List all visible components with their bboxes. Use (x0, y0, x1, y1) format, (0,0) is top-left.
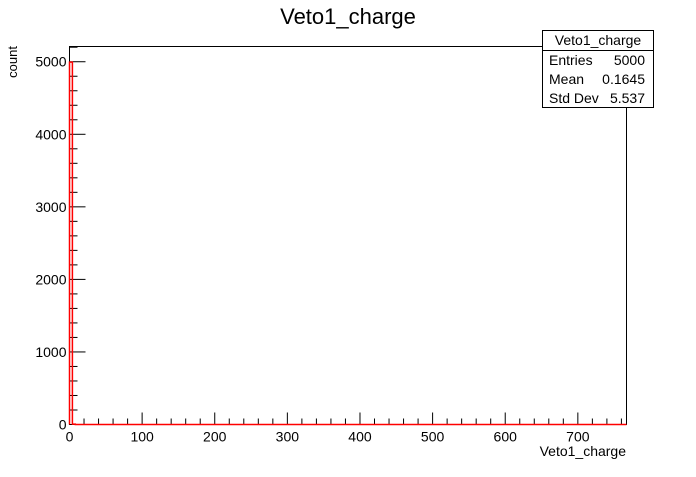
histogram-bars (70, 62, 627, 424)
y-tick-label: 2000 (35, 271, 66, 287)
y-tick-label: 5000 (35, 54, 66, 70)
stats-row-entries: Entries 5000 (543, 51, 653, 70)
x-tick-label: 500 (421, 429, 445, 445)
x-tick-label: 0 (66, 429, 74, 445)
x-tick-label: 200 (203, 429, 227, 445)
y-tick-label: 1000 (35, 344, 66, 360)
stats-label: Mean (549, 70, 584, 89)
stats-row-mean: Mean 0.1645 (543, 70, 653, 89)
x-tick-label: 700 (566, 429, 590, 445)
y-tick-label: 4000 (35, 126, 66, 142)
y-tick-label: 0 (59, 417, 67, 433)
x-tick-label: 100 (130, 429, 154, 445)
stats-value: 5.537 (610, 89, 645, 108)
stats-label: Std Dev (549, 89, 599, 108)
x-axis-ticks: 0 100 200 300 400 500 600 700 (66, 413, 622, 445)
stats-row-std-dev: Std Dev 5.537 (543, 89, 653, 108)
y-tick-label: 3000 (35, 199, 66, 215)
x-axis-label: Veto1_charge (540, 443, 627, 459)
x-tick-label: 300 (276, 429, 300, 445)
stats-value: 5000 (614, 51, 645, 70)
stats-label: Entries (549, 51, 593, 70)
stats-value: 0.1645 (602, 70, 645, 89)
chart-title: Veto1_charge (280, 4, 416, 29)
stats-box: Veto1_charge Entries 5000 Mean 0.1645 St… (542, 30, 654, 108)
y-axis-ticks: 0 1000 2000 3000 4000 5000 (35, 47, 85, 432)
x-tick-label: 400 (348, 429, 372, 445)
x-tick-label: 600 (494, 429, 518, 445)
stats-title: Veto1_charge (543, 31, 653, 51)
histogram-line (70, 62, 627, 424)
y-axis-label: count (5, 46, 20, 78)
